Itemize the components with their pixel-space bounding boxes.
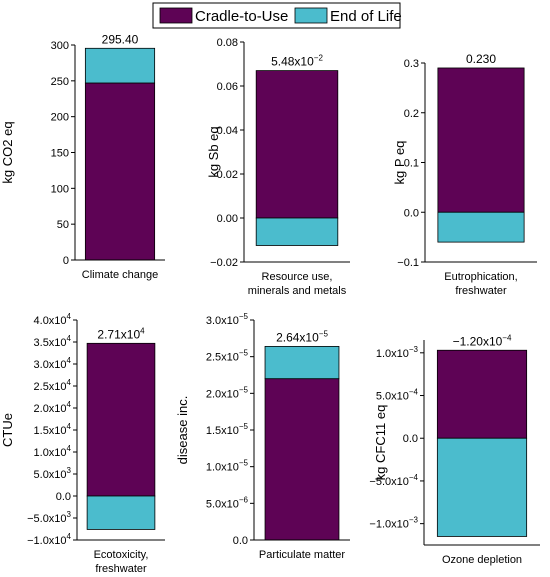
bar-cradle-to-use [84,82,156,261]
y-tick-label: 5.0x103 [34,466,72,481]
chart-panel: 0 50 100 150 200 250 300 kg CO2 eq Climate chang… [0,32,165,281]
y-tick-label: 0.0 [56,491,71,503]
y-tick-label: 50 [57,219,69,231]
y-tick-label: 0.08 [217,37,238,49]
y-axis-title: disease inc. [175,396,190,465]
chart-panel: −0.02 0.00 0.02 0.04 0.06 0.08 kg Sb eq Resourc… [206,37,350,297]
y-axis-title: CTUe [0,413,15,447]
y-tick-label: 0.3 [404,58,419,70]
y-tick-label: 0.0 [233,535,248,547]
y-tick-label: 150 [51,148,69,160]
y-tick-label: 1.5x104 [34,422,72,437]
category-label: freshwater [95,563,147,575]
bar-cradle-to-use [436,349,528,439]
total-value-label: 295.40 [102,32,139,46]
y-tick-label: 2.5x104 [34,378,72,393]
y-tick-label: 1.0x10−3 [376,345,419,360]
y-tick-label: 0.2 [404,108,419,120]
y-tick-label: 0.04 [217,125,238,137]
category-label: minerals and metals [248,285,347,297]
y-tick-label: 5.0x10−4 [376,388,419,403]
bar-end-of-life [437,211,525,243]
y-tick-label: −1.0x104 [27,532,71,547]
category-label: Climate change [82,269,158,281]
legend-swatch-eol [294,7,328,24]
chart-panel: −1.0x104 −5.0x103 0.0 5.0x103 1.0x104 1.5x104… [0,312,165,575]
y-tick-label: 100 [51,183,69,195]
legend-label-cradle: Cradle-to-Use [195,8,288,25]
y-tick-label: 0.1 [404,158,419,170]
total-value-label: 0.230 [466,52,496,66]
y-tick-label: 3.5x104 [34,334,72,349]
category-label: freshwater [455,285,507,297]
y-tick-label: −5.0x103 [27,510,71,525]
total-value-label: 2.71x104 [97,326,145,341]
bar-cradle-to-use [437,67,525,213]
total-value-label: −1.20x10−4 [453,333,512,348]
y-tick-label: 0.0 [403,433,418,445]
y-tick-label: 3.0x104 [34,356,72,371]
category-label: Particulate matter [259,549,346,561]
category-label: Ecotoxicity, [94,549,149,561]
y-tick-label: 2.0x10−5 [206,385,249,400]
y-tick-label: −5.0x10−4 [369,473,418,488]
y-tick-label: 200 [51,112,69,124]
category-label: Resource use, [262,271,333,283]
chart-panel: 0.0 5.0x10−6 1.0x10−5 1.5x10−5 2.0x10−5 2.5x1… [175,312,350,561]
bar-end-of-life [86,495,156,530]
bar-cradle-to-use [264,378,340,541]
y-tick-label: −0.02 [210,257,238,269]
y-tick-label: 1.0x104 [34,444,72,459]
y-tick-label: 2.0x104 [34,400,72,415]
y-tick-label: 1.0x10−5 [206,459,249,474]
bar-cradle-to-use [255,70,339,219]
y-tick-label: 3.0x10−5 [206,312,249,327]
y-axis-title: kg P eq [392,141,407,185]
y-tick-label: 0.02 [217,169,238,181]
y-tick-label: −1.0x10−3 [369,516,418,531]
y-tick-label: 0.06 [217,81,238,93]
y-tick-label: 0.0 [404,207,419,219]
y-tick-label: 0.00 [217,213,238,225]
bar-end-of-life [436,437,528,537]
y-tick-label: 250 [51,76,69,88]
y-tick-label: 2.5x10−5 [206,349,249,364]
legend: Cradle-to-Use End of Life [152,2,402,29]
bar-end-of-life [264,345,340,380]
bar-end-of-life [84,47,156,84]
y-tick-label: −0.1 [397,257,419,269]
legend-swatch-cradle [159,7,193,24]
chart-panel: −0.1 0.0 0.1 0.2 0.3 kg P eq Eutrophication, fr… [392,52,537,297]
legend-frame [152,2,401,29]
bar-end-of-life [255,217,339,246]
bar-cradle-to-use [86,342,156,497]
legend-label-eol: End of Life [330,8,402,25]
y-tick-label: 300 [51,40,69,52]
category-label: Eutrophication, [444,271,517,283]
total-value-label: 5.48x10−2 [271,54,323,69]
category-label: Ozone depletion [442,554,522,566]
y-tick-label: 0 [63,255,69,267]
total-value-label: 2.64x10−5 [276,329,328,344]
chart-panels: 0 50 100 150 200 250 300 kg CO2 eq Climate chang… [0,32,540,575]
y-tick-label: 1.5x10−5 [206,422,249,437]
y-tick-label: 4.0x104 [34,312,72,327]
y-tick-label: 5.0x10−6 [206,495,249,510]
y-axis-title: kg CFC11 eq [373,405,388,481]
y-axis-title: kg Sb eq [206,126,221,177]
chart-panel: −1.0x10−3 −5.0x10−4 0.0 5.0x10−4 1.0x10−3 kg … [369,333,540,566]
y-axis-title: kg CO2 eq [0,121,15,183]
